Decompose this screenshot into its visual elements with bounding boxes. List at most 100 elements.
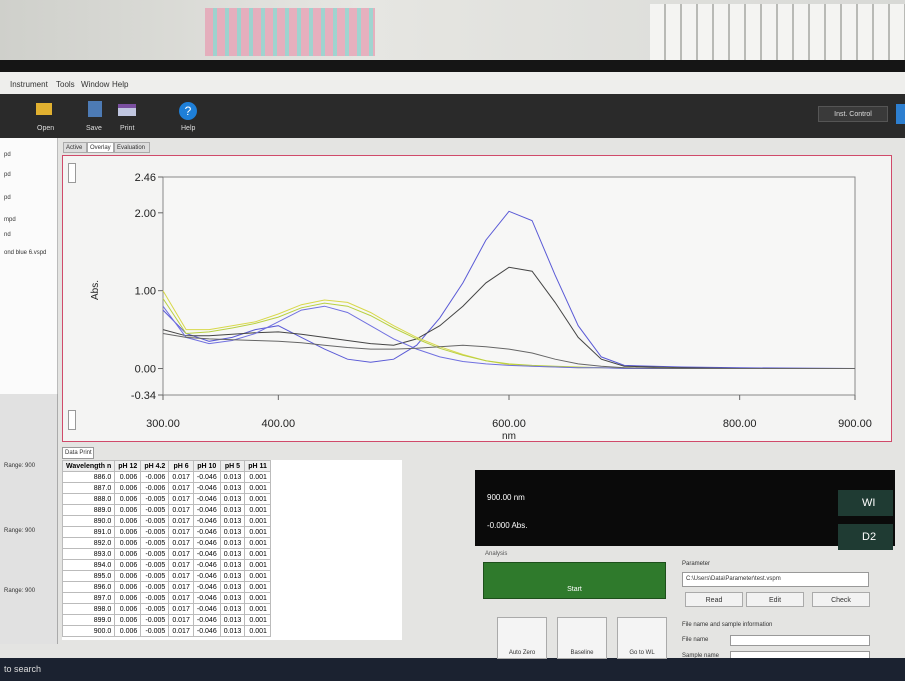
cell: -0.005 bbox=[141, 615, 169, 626]
cell: -0.046 bbox=[193, 538, 220, 549]
cell: 0.001 bbox=[245, 505, 271, 516]
cell: 0.017 bbox=[169, 494, 194, 505]
cell: 0.017 bbox=[169, 571, 194, 582]
cell: -0.005 bbox=[141, 494, 169, 505]
cell: -0.046 bbox=[193, 593, 220, 604]
file-item[interactable]: nd bbox=[4, 232, 11, 238]
cell: 0.001 bbox=[245, 593, 271, 604]
cell: 0.006 bbox=[115, 516, 141, 527]
cell: 898.0 bbox=[63, 604, 115, 615]
cell: 896.0 bbox=[63, 582, 115, 593]
file-item[interactable]: mpd bbox=[4, 217, 16, 223]
cell: -0.005 bbox=[141, 516, 169, 527]
cell: 895.0 bbox=[63, 571, 115, 582]
cell: 892.0 bbox=[63, 538, 115, 549]
cell: -0.005 bbox=[141, 571, 169, 582]
cell: 0.001 bbox=[245, 516, 271, 527]
cell: 0.006 bbox=[115, 549, 141, 560]
parameter-button[interactable]: Edit bbox=[746, 592, 804, 607]
data-print-tab[interactable]: Data Print bbox=[62, 447, 94, 459]
tab[interactable]: Evaluation bbox=[114, 142, 150, 153]
cell: -0.005 bbox=[141, 538, 169, 549]
toolbar-button[interactable]: Open bbox=[37, 125, 54, 132]
cell: -0.046 bbox=[193, 527, 220, 538]
file-box bbox=[730, 635, 870, 646]
cell: 0.006 bbox=[115, 604, 141, 615]
cell: -0.046 bbox=[193, 560, 220, 571]
cell: 899.0 bbox=[63, 615, 115, 626]
cell: 0.017 bbox=[169, 483, 194, 494]
data-table: Wavelength npH 12pH 4.2pH 6pH 10pH 5pH 1… bbox=[62, 460, 402, 640]
start-button[interactable] bbox=[483, 562, 666, 599]
y-tick-label: 0.00 bbox=[135, 364, 156, 376]
plot-area bbox=[163, 177, 855, 395]
parameter-button[interactable]: Check bbox=[812, 592, 870, 607]
cell: 893.0 bbox=[63, 549, 115, 560]
cell: 0.013 bbox=[220, 615, 245, 626]
lamp-label: WI bbox=[862, 498, 875, 509]
cell: 887.0 bbox=[63, 483, 115, 494]
cell: 0.001 bbox=[245, 549, 271, 560]
cell: 0.013 bbox=[220, 538, 245, 549]
cell: 0.017 bbox=[169, 582, 194, 593]
wavelength-readout: 900.00 nm bbox=[487, 494, 525, 502]
cell: -0.046 bbox=[193, 505, 220, 516]
file-item[interactable]: pd bbox=[4, 195, 11, 201]
column-header: pH 12 bbox=[115, 461, 141, 472]
cell: -0.005 bbox=[141, 582, 169, 593]
abs-readout: -0.000 Abs. bbox=[487, 522, 527, 530]
cell: 0.013 bbox=[220, 527, 245, 538]
menu-item[interactable]: Tools bbox=[56, 81, 75, 89]
cell: 0.013 bbox=[220, 560, 245, 571]
status-panel bbox=[475, 470, 895, 546]
cell: 0.001 bbox=[245, 560, 271, 571]
toolbar-button[interactable]: Save bbox=[86, 125, 102, 132]
cell: 0.006 bbox=[115, 472, 141, 483]
cell: 0.006 bbox=[115, 626, 141, 637]
cell: -0.046 bbox=[193, 571, 220, 582]
cell: -0.006 bbox=[141, 483, 169, 494]
cell: 0.017 bbox=[169, 593, 194, 604]
column-header: pH 4.2 bbox=[141, 461, 169, 472]
x-tick-label: 600.00 bbox=[492, 418, 526, 430]
menu-item[interactable]: Help bbox=[112, 81, 128, 89]
parameter-path: C:\Users\Data\Parameter\test.vspm bbox=[686, 576, 781, 582]
menu-item[interactable]: Window bbox=[81, 81, 109, 89]
cell: 0.013 bbox=[220, 571, 245, 582]
cell: 0.001 bbox=[245, 626, 271, 637]
y-tick-label: 2.46 bbox=[135, 172, 156, 184]
file-item[interactable]: pd bbox=[4, 172, 11, 178]
parameter-button[interactable]: Read bbox=[685, 592, 743, 607]
cell: 0.017 bbox=[169, 505, 194, 516]
cell: 0.013 bbox=[220, 626, 245, 637]
parameter-label: Parameter bbox=[682, 561, 710, 567]
cell: 0.006 bbox=[115, 505, 141, 516]
tab[interactable]: Overlay bbox=[87, 142, 114, 153]
tool-button[interactable]: Go to WL bbox=[617, 617, 667, 659]
cell: 897.0 bbox=[63, 593, 115, 604]
field-label: Sample name bbox=[682, 653, 719, 659]
inst-control-button[interactable]: Inst. Control bbox=[818, 106, 888, 122]
toolbar-button[interactable]: Help bbox=[181, 125, 195, 132]
cell: -0.046 bbox=[193, 494, 220, 505]
cell: 900.0 bbox=[63, 626, 115, 637]
field-label: File name bbox=[682, 637, 708, 643]
cell: 889.0 bbox=[63, 505, 115, 516]
cell: 0.001 bbox=[245, 538, 271, 549]
cell: 0.006 bbox=[115, 483, 141, 494]
menu-item[interactable]: Instrument bbox=[10, 81, 48, 89]
tab[interactable]: Active bbox=[63, 142, 87, 153]
y-tick-label: 2.00 bbox=[135, 208, 156, 220]
cell: -0.005 bbox=[141, 560, 169, 571]
cell: 0.001 bbox=[245, 494, 271, 505]
file-item[interactable]: pd bbox=[4, 152, 11, 158]
cell: -0.005 bbox=[141, 549, 169, 560]
tool-button[interactable]: Auto Zero bbox=[497, 617, 547, 659]
search-box[interactable]: to search bbox=[4, 665, 41, 674]
cell: 894.0 bbox=[63, 560, 115, 571]
toolbar-button[interactable]: Print bbox=[120, 125, 134, 132]
tool-button[interactable]: Baseline bbox=[557, 617, 607, 659]
cell: 0.017 bbox=[169, 626, 194, 637]
file-item[interactable]: ond blue 6.vspd bbox=[4, 250, 46, 256]
